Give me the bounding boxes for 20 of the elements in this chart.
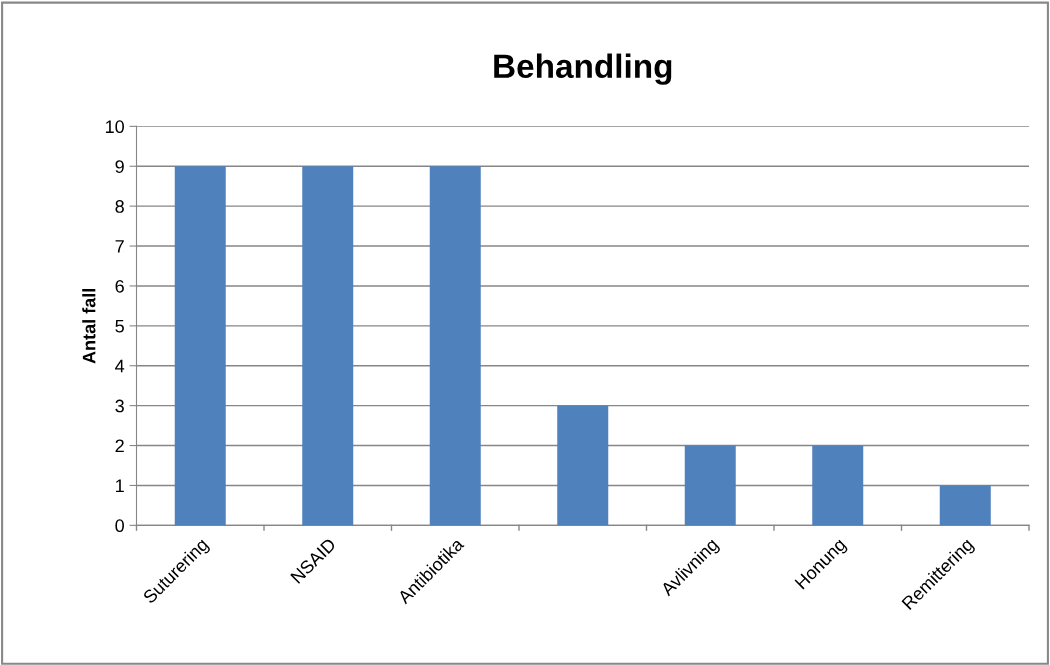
y-tick-label: 1 <box>116 479 124 492</box>
y-tick-label: 9 <box>115 160 124 173</box>
bar <box>812 445 864 526</box>
y-tick-label: 4 <box>115 359 125 373</box>
bar <box>302 166 354 526</box>
bar <box>174 166 226 526</box>
chart-title: Behandling <box>494 53 672 85</box>
bar <box>557 405 609 526</box>
y-tick-label: 8 <box>115 200 124 213</box>
bar <box>429 166 481 526</box>
y-tick-label: 10 <box>105 120 124 134</box>
y-tick-label: 5 <box>115 319 124 333</box>
y-tick-label: 7 <box>115 240 124 253</box>
y-tick-label: 0 <box>115 519 124 533</box>
y-tick-label: 6 <box>115 279 124 293</box>
y-tick-label: 2 <box>115 439 124 453</box>
bar <box>939 485 991 526</box>
y-axis-title: Antal fall <box>82 289 96 364</box>
bar <box>684 445 736 526</box>
y-tick-label: 3 <box>115 399 124 413</box>
